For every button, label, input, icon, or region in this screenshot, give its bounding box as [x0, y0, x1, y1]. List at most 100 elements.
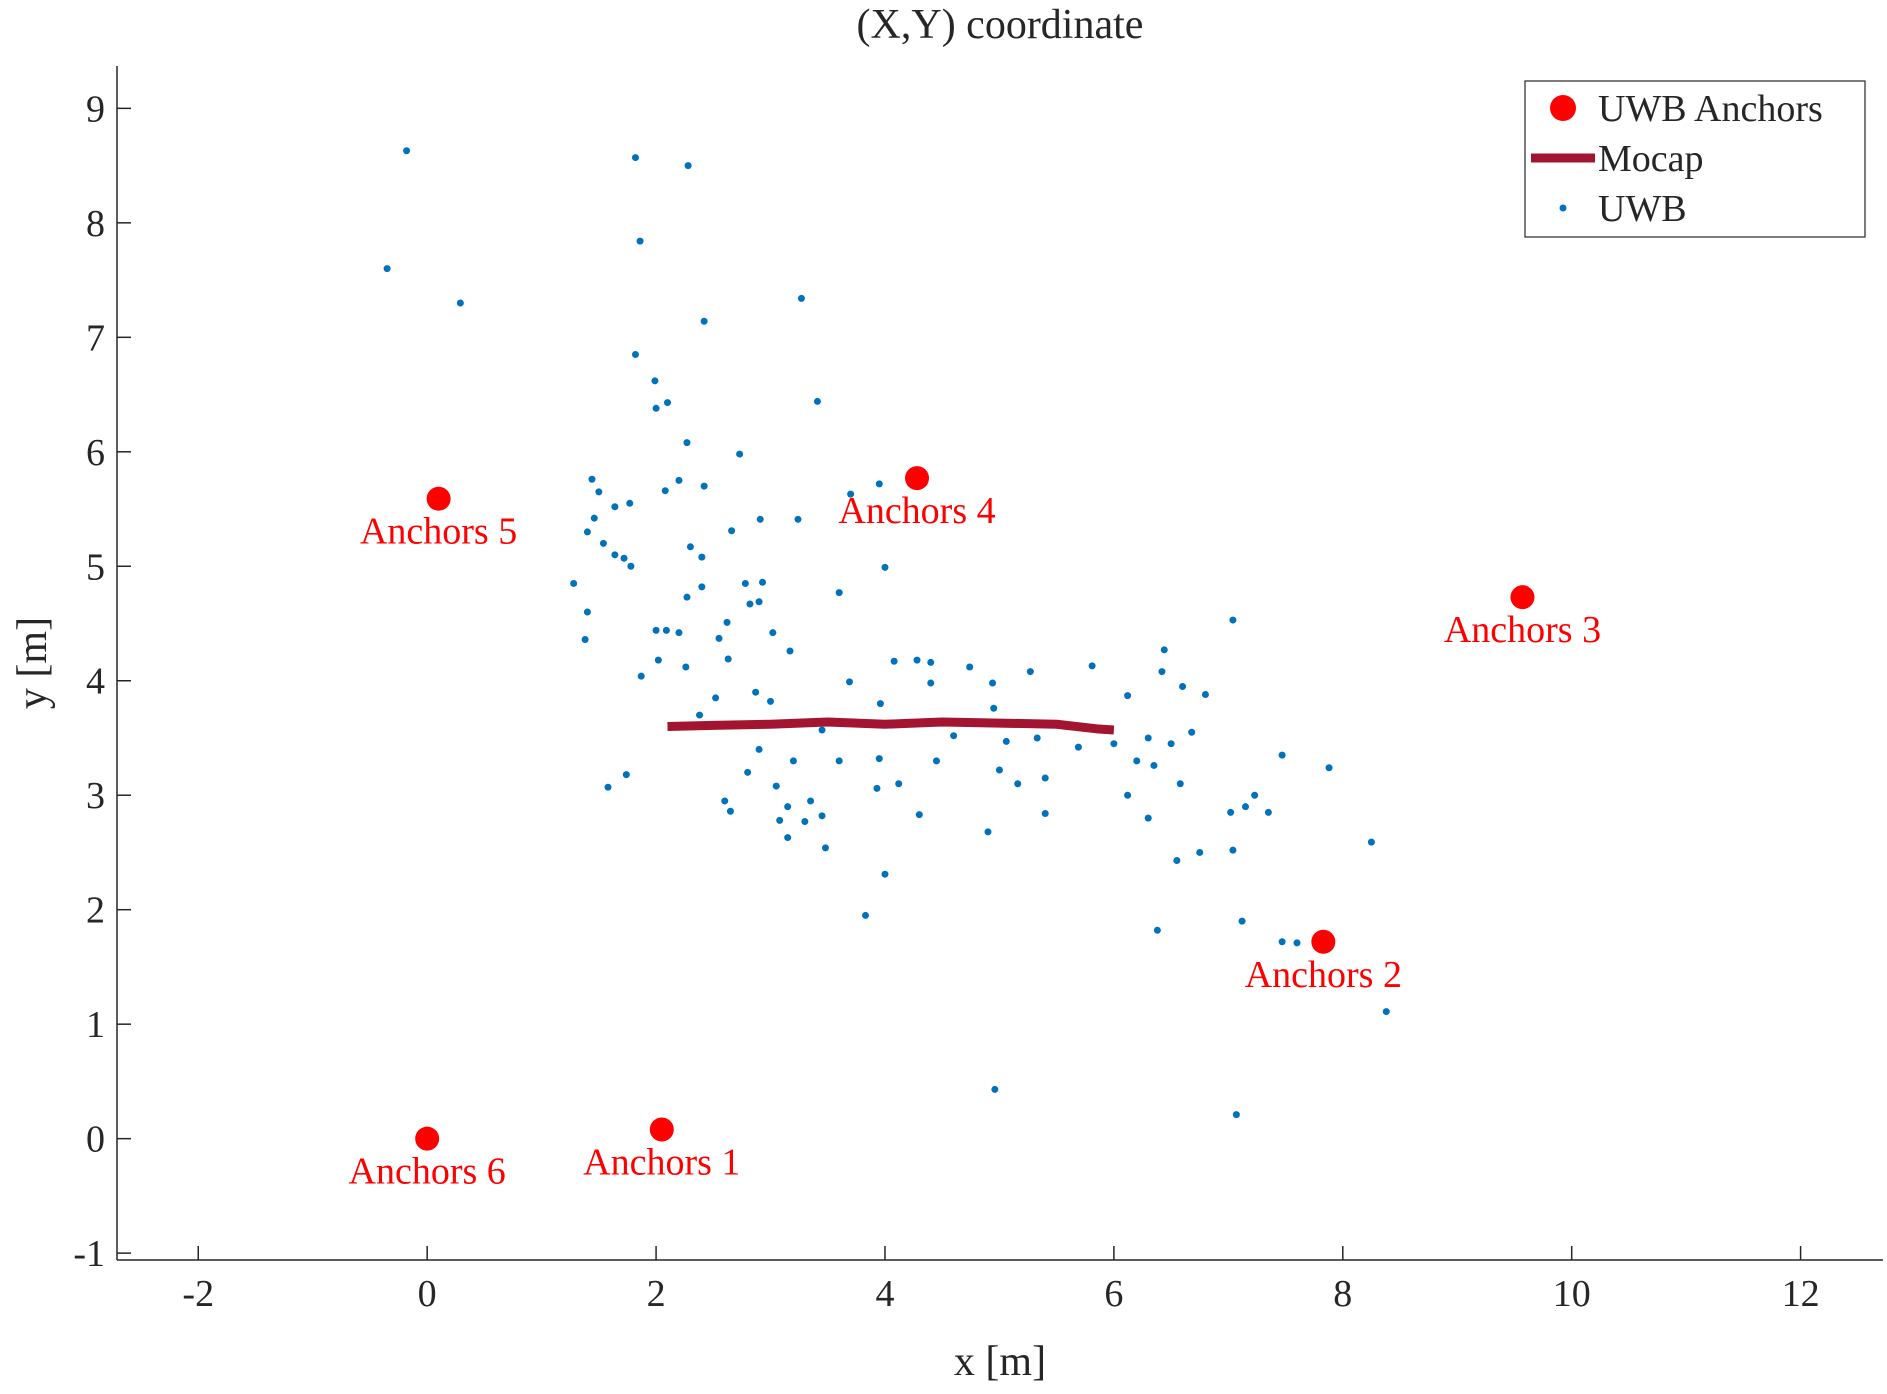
uwb-point: [1144, 814, 1152, 822]
uwb-point: [741, 579, 749, 587]
uwb-point: [724, 655, 732, 663]
uwb-point: [721, 797, 729, 805]
x-tick-label: 0: [418, 1273, 437, 1315]
y-tick-label: 3: [86, 775, 105, 817]
uwb-point: [807, 797, 815, 805]
uwb-point: [756, 515, 764, 523]
uwb-point: [726, 807, 734, 815]
uwb-point: [652, 626, 660, 634]
uwb-point: [759, 578, 767, 586]
uwb-point: [683, 593, 691, 601]
legend-swatch: [1559, 204, 1567, 212]
uwb-point: [744, 768, 752, 776]
uwb-point: [456, 299, 464, 307]
uwb-point: [794, 515, 802, 523]
uwb-point: [1229, 616, 1237, 624]
uwb-point: [990, 704, 998, 712]
anchor-label: Anchors 3: [1444, 609, 1601, 651]
mocap-line: [667, 717, 1115, 735]
uwb-point: [383, 265, 391, 273]
uwb-point: [769, 629, 777, 637]
legend-label: UWB Anchors: [1598, 88, 1823, 130]
chart-title: (X,Y) coordinate: [857, 2, 1144, 48]
uwb-point: [712, 694, 720, 702]
uwb-point: [1227, 808, 1235, 816]
anchor-label: Anchors 4: [838, 490, 995, 532]
uwb-point: [752, 688, 760, 696]
x-tick-label: 8: [1333, 1273, 1352, 1315]
anchor-point: [426, 486, 451, 511]
y-tick-label: 0: [86, 1119, 105, 1161]
y-tick-label: 9: [86, 88, 105, 130]
y-tick-label: 4: [86, 661, 105, 703]
uwb-point: [845, 678, 853, 686]
uwb-point: [1232, 1111, 1240, 1119]
uwb-point: [1173, 856, 1181, 864]
uwb-point: [1367, 838, 1375, 846]
uwb-point: [755, 598, 763, 606]
uwb-point: [1110, 740, 1118, 748]
uwb-point: [698, 553, 706, 561]
uwb-point: [1041, 774, 1049, 782]
x-tick-label: 12: [1782, 1273, 1820, 1315]
anchor-point: [905, 466, 930, 491]
uwb-point: [835, 589, 843, 597]
uwb-point: [626, 499, 634, 507]
anchor-point: [415, 1126, 440, 1151]
uwb-point: [784, 834, 792, 842]
y-tick-label: 1: [86, 1004, 105, 1046]
anchor-point: [649, 1117, 674, 1142]
x-tick-label: 4: [875, 1273, 894, 1315]
uwb-point: [715, 634, 723, 642]
uwb-point: [631, 350, 639, 358]
uwb-point: [1196, 848, 1204, 856]
uwb-point: [966, 663, 974, 671]
uwb-point: [875, 755, 883, 763]
uwb-point: [797, 294, 805, 302]
uwb-point: [723, 618, 731, 626]
y-axis-label: y [m]: [10, 617, 56, 709]
uwb-point: [604, 783, 612, 791]
uwb-point: [403, 147, 411, 155]
uwb-point: [875, 480, 883, 488]
uwb-point: [654, 656, 662, 664]
uwb-point: [932, 757, 940, 765]
uwb-point: [611, 551, 619, 559]
uwb-point: [1242, 803, 1250, 811]
uwb-point: [583, 608, 591, 616]
uwb-point: [950, 732, 958, 740]
y-tick-label: 8: [86, 203, 105, 245]
uwb-point: [1382, 1008, 1390, 1016]
uwb-point: [683, 439, 691, 447]
anchor-label: Anchors 6: [349, 1151, 506, 1193]
uwb-point: [664, 399, 672, 407]
uwb-point: [570, 579, 578, 587]
uwb-point: [776, 816, 784, 824]
x-tick-label: 10: [1553, 1273, 1591, 1315]
uwb-point: [599, 539, 607, 547]
uwb-point: [984, 828, 992, 836]
uwb-point: [595, 488, 603, 496]
uwb-point: [684, 162, 692, 170]
uwb-point: [728, 527, 736, 535]
uwb-point: [1158, 668, 1166, 676]
anchor-label: Anchors 5: [360, 511, 517, 553]
x-tick-label: 6: [1104, 1273, 1123, 1315]
uwb-point: [989, 679, 997, 687]
uwb-point: [675, 476, 683, 484]
uwb-point: [913, 656, 921, 664]
uwb-point: [1124, 791, 1132, 799]
anchor-point: [1510, 585, 1535, 610]
uwb-point: [1153, 926, 1161, 934]
uwb-point: [876, 700, 884, 708]
uwb-point: [881, 563, 889, 571]
uwb-point: [1167, 740, 1175, 748]
uwb-point: [784, 803, 792, 811]
uwb-point: [622, 771, 630, 779]
legend-label: UWB: [1598, 188, 1687, 230]
y-tick-label: 2: [86, 890, 105, 932]
uwb-point: [873, 784, 881, 792]
uwb-point: [1026, 668, 1034, 676]
uwb-point: [1264, 808, 1272, 816]
uwb-point: [813, 397, 821, 405]
